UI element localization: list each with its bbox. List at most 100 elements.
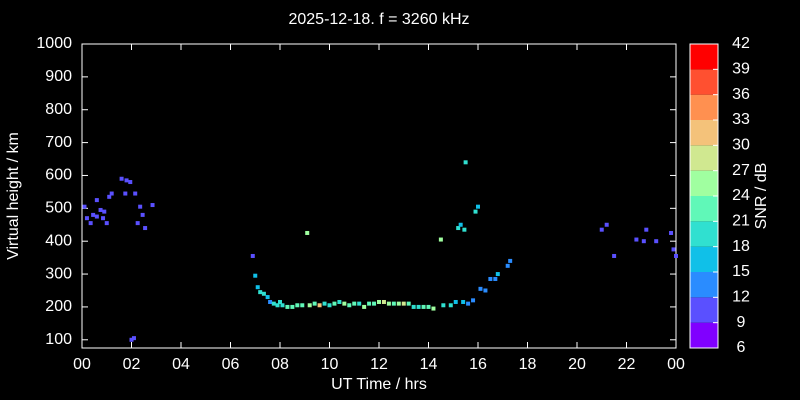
point xyxy=(386,301,391,306)
point xyxy=(599,227,604,232)
y-tick-label: 400 xyxy=(45,232,72,249)
colorbar-tick-label: 9 xyxy=(737,314,746,331)
y-tick-label: 600 xyxy=(45,167,72,184)
colorbar-tick-label: 6 xyxy=(737,339,746,356)
point xyxy=(317,303,322,308)
point xyxy=(456,226,461,231)
point xyxy=(453,299,458,304)
point xyxy=(357,301,362,306)
point xyxy=(133,191,138,196)
x-tick-label: 06 xyxy=(222,356,240,373)
x-tick-label: 22 xyxy=(618,356,636,373)
point xyxy=(135,221,140,226)
colorbar-band xyxy=(690,322,718,348)
point xyxy=(441,303,446,308)
x-tick-label: 16 xyxy=(469,356,487,373)
point xyxy=(372,301,377,306)
colorbar-tick-label: 12 xyxy=(732,289,750,306)
point xyxy=(463,160,468,165)
point xyxy=(416,304,421,309)
point xyxy=(102,209,107,214)
point xyxy=(654,239,659,244)
point xyxy=(82,204,87,209)
point xyxy=(674,253,678,258)
colorbar-band xyxy=(690,69,718,95)
point xyxy=(644,227,649,232)
point xyxy=(275,303,280,308)
point xyxy=(612,253,617,258)
colorbar-band xyxy=(690,94,718,120)
point xyxy=(268,299,273,304)
colorbar-tick-label: 30 xyxy=(732,137,750,154)
x-tick-label: 00 xyxy=(667,356,685,373)
y-tick-label: 300 xyxy=(45,265,72,282)
point xyxy=(91,212,96,217)
point xyxy=(322,301,327,306)
point xyxy=(505,263,510,268)
point xyxy=(377,299,381,304)
point xyxy=(669,230,674,235)
y-tick-label: 200 xyxy=(45,298,72,315)
point xyxy=(671,247,676,252)
y-tick-label: 800 xyxy=(45,101,72,118)
point xyxy=(285,304,290,309)
point xyxy=(312,301,317,306)
point xyxy=(250,253,255,258)
point xyxy=(129,337,134,342)
colorbar-label: SNR / dB xyxy=(753,163,770,230)
point xyxy=(107,194,112,199)
colorbar-band xyxy=(690,272,718,298)
point xyxy=(128,180,133,185)
point xyxy=(367,301,372,306)
point xyxy=(123,191,128,196)
point xyxy=(401,301,406,306)
point xyxy=(138,204,143,209)
point xyxy=(143,226,148,231)
colorbar-band xyxy=(690,246,718,272)
point xyxy=(253,273,258,278)
point xyxy=(124,178,129,183)
point xyxy=(461,299,466,304)
colorbar-tick-label: 39 xyxy=(732,61,750,78)
point xyxy=(271,301,276,306)
point xyxy=(119,176,124,181)
y-tick-label: 700 xyxy=(45,134,72,151)
point xyxy=(131,336,136,341)
x-tick-label: 04 xyxy=(172,356,190,373)
point xyxy=(634,237,639,242)
point xyxy=(94,198,99,203)
x-tick-label: 00 xyxy=(73,356,91,373)
point xyxy=(332,301,337,306)
point xyxy=(337,299,342,304)
colorbar-tick-label: 21 xyxy=(732,213,750,230)
point xyxy=(431,306,436,311)
point xyxy=(300,303,305,308)
colorbar-tick-label: 24 xyxy=(732,187,750,204)
point xyxy=(471,298,476,303)
point xyxy=(84,216,89,221)
y-tick-label: 100 xyxy=(45,331,72,348)
colorbar-band xyxy=(690,196,718,222)
point xyxy=(411,304,416,309)
x-tick-label: 18 xyxy=(519,356,537,373)
colorbar-tick-label: 15 xyxy=(732,263,750,280)
point xyxy=(466,301,471,306)
point xyxy=(140,212,145,217)
point xyxy=(327,303,332,308)
point xyxy=(255,285,260,290)
point xyxy=(104,221,109,226)
x-tick-label: 02 xyxy=(123,356,141,373)
x-tick-label: 08 xyxy=(271,356,289,373)
point xyxy=(426,304,431,309)
point xyxy=(458,222,463,227)
point xyxy=(280,303,285,308)
colorbar-band xyxy=(690,221,718,247)
point xyxy=(462,227,467,232)
point xyxy=(362,304,367,309)
x-tick-label: 20 xyxy=(568,356,586,373)
point xyxy=(473,209,478,214)
point xyxy=(396,301,401,306)
point xyxy=(342,301,347,306)
chart-title: 2025-12-18. f = 3260 kHz xyxy=(288,11,469,28)
point xyxy=(265,295,270,300)
